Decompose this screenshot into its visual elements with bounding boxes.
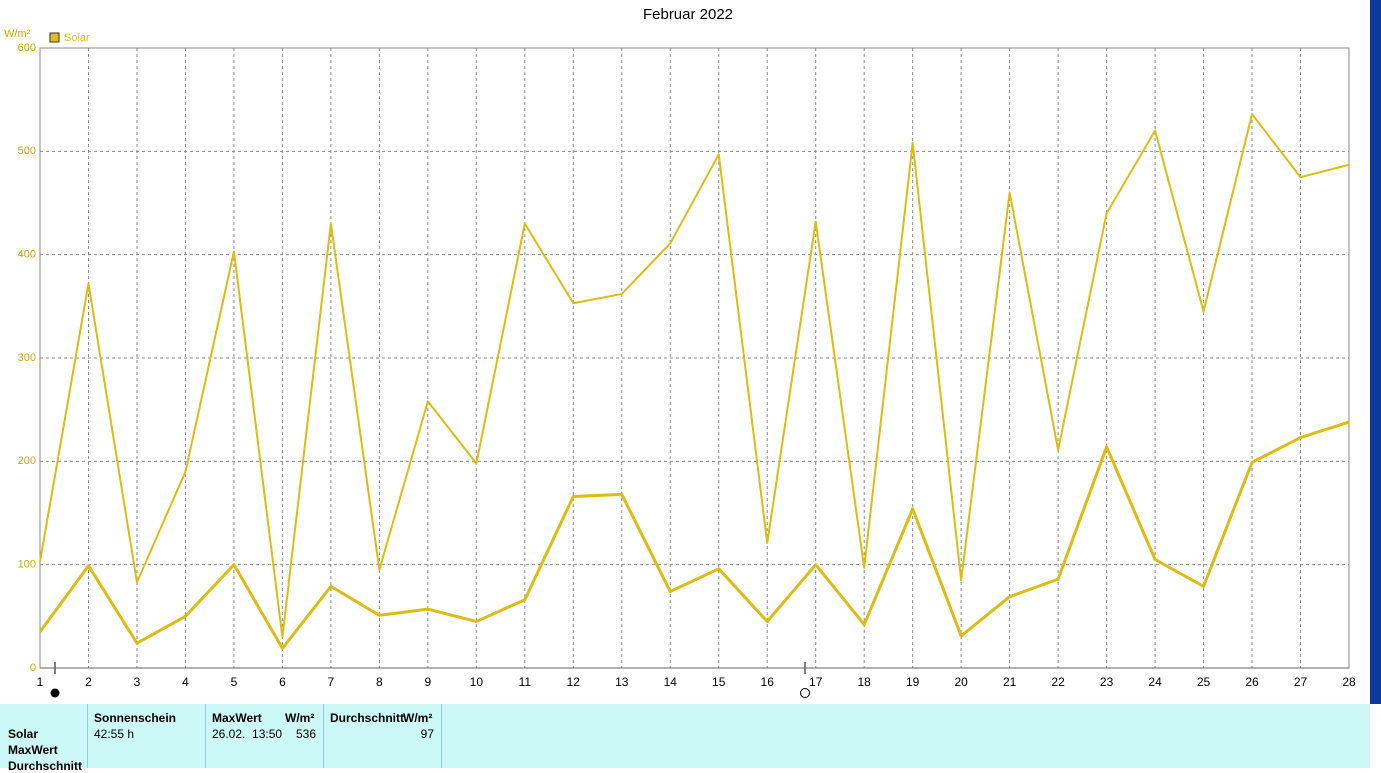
column-header: Sonnenschein: [94, 711, 177, 725]
legend-swatch: [49, 32, 60, 43]
x-tick-label: 11: [519, 675, 532, 689]
y-tick-label: 300: [18, 352, 36, 364]
cell: 97: [420, 727, 434, 741]
column-separator: [87, 704, 88, 768]
x-tick-label: 17: [809, 675, 823, 689]
y-tick-label: 100: [18, 559, 36, 571]
row-label: Solar: [8, 727, 39, 741]
x-tick-label: 18: [858, 675, 872, 689]
x-tick-label: 24: [1148, 675, 1162, 689]
x-tick-label: 12: [567, 675, 581, 689]
x-tick-label: 4: [182, 675, 189, 689]
x-tick-label: 6: [279, 675, 286, 689]
column-unit: W/m²: [403, 711, 433, 725]
new-moon-icon: [50, 688, 60, 698]
x-tick-label: 8: [376, 675, 383, 689]
cell: 536: [295, 727, 316, 741]
column-unit: W/m²: [285, 711, 315, 725]
x-tick-label: 14: [664, 675, 678, 689]
y-tick-label: 400: [18, 249, 36, 261]
x-tick-label: 25: [1197, 675, 1211, 689]
x-tick-label: 7: [328, 675, 335, 689]
x-tick-label: 10: [470, 675, 484, 689]
data-line: [39, 113, 1350, 638]
row-label: Durchschnitt: [8, 759, 83, 773]
side-strip: [1370, 0, 1381, 704]
column-separator: [205, 704, 206, 768]
x-tick-label: 5: [231, 675, 238, 689]
x-tick-label: 26: [1245, 675, 1259, 689]
chart-title: Februar 2022: [643, 6, 733, 23]
cell: 42:55 h: [94, 727, 135, 741]
column-header: MaxWert: [212, 711, 262, 725]
x-tick-label: 15: [712, 675, 726, 689]
y-tick-label: 0: [30, 662, 36, 674]
column-header: Durchschnitt: [330, 711, 405, 725]
x-tick-label: 22: [1051, 675, 1065, 689]
x-tick-label: 21: [1003, 675, 1017, 689]
legend-label: Solar: [64, 32, 90, 44]
column-separator: [441, 704, 442, 768]
full-moon-icon: [800, 688, 810, 698]
x-tick-label: 3: [134, 675, 141, 689]
x-tick-label: 23: [1100, 675, 1114, 689]
y-tick-label: 500: [18, 145, 36, 157]
x-tick-label: 20: [954, 675, 968, 689]
x-tick-label: 27: [1294, 675, 1308, 689]
summary-table: Solar MaxWert Durchschnitt Sonnenschein …: [0, 704, 1370, 773]
y-axis-label: W/m²: [4, 28, 31, 40]
x-tick-label: 28: [1342, 675, 1356, 689]
row-label: MaxWert: [8, 743, 58, 757]
column-separator: [323, 704, 324, 768]
x-tick-label: 1: [37, 675, 44, 689]
x-tick-label: 9: [425, 675, 432, 689]
data-line: [38, 420, 1350, 650]
y-tick-label: 600: [18, 42, 36, 54]
cell: 26.02. 13:50: [212, 727, 283, 741]
y-tick-label: 200: [18, 455, 36, 467]
chart: Februar 2022 W/m² Solar 0 100 200 300 400 500…: [4, 0, 1381, 704]
x-tick-label: 16: [761, 675, 775, 689]
x-tick-label: 19: [906, 675, 920, 689]
x-tick-label: 2: [85, 675, 92, 689]
x-tick-label: 13: [615, 675, 629, 689]
